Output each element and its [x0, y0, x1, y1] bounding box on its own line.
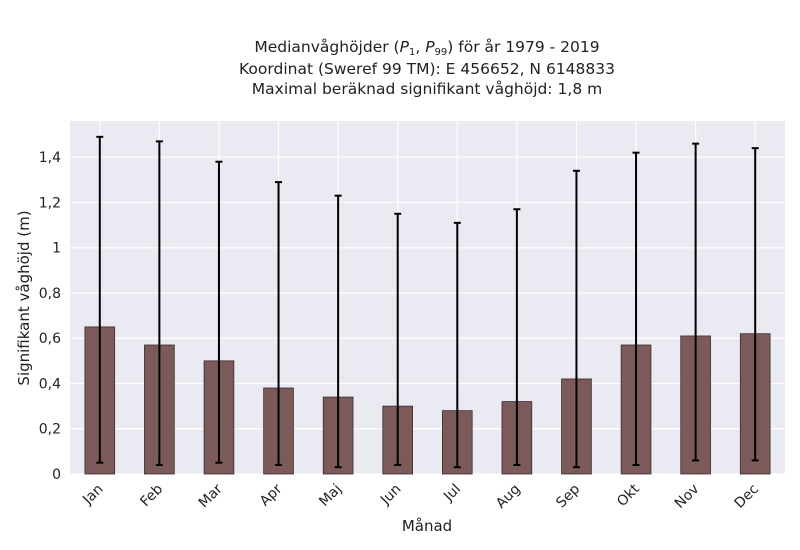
x-tick-label-okt: Okt — [614, 481, 643, 510]
chart-title: Medianvåghöjder (P1, P99) för år 1979 - … — [239, 38, 615, 98]
y-tick-label: 0,8 — [39, 286, 61, 302]
x-axis-label: Månad — [402, 517, 452, 535]
x-tick-label-feb: Feb — [137, 481, 166, 510]
y-tick-label: 0 — [52, 467, 61, 483]
y-tick-label: 1,2 — [39, 195, 61, 211]
error-bars — [96, 135, 759, 469]
y-tick-label: 1,4 — [39, 150, 61, 166]
x-tick-label-jan: Jan — [79, 481, 106, 508]
error-bar-dec — [751, 147, 759, 462]
x-tick-label-mar: Mar — [196, 481, 226, 511]
error-bar-feb — [155, 140, 163, 466]
x-tick-label-jun: Jun — [377, 481, 404, 508]
x-tick-label-jul: Jul — [440, 481, 464, 505]
y-axis-label: Signifikant våghöjd (m) — [15, 210, 33, 385]
error-bar-nov — [692, 142, 700, 462]
title-line-2: Koordinat (Sweref 99 TM): E 456652, N 61… — [239, 60, 615, 78]
error-bar-jul — [453, 221, 461, 469]
y-tick-label: 1 — [52, 241, 61, 257]
title-separator: , — [415, 38, 425, 56]
title-line-1: Medianvåghöjder (P1, P99) för år 1979 - … — [254, 38, 599, 58]
title-line-3: Maximal beräknad signifikant våghöjd: 1,… — [252, 80, 602, 98]
y-tick-label: 0,6 — [39, 331, 61, 347]
title-p1-symbol: P — [400, 38, 410, 56]
error-bar-jan — [96, 135, 104, 464]
title-p99-subscript: 99 — [435, 47, 448, 58]
x-tick-label-apr: Apr — [257, 481, 286, 510]
error-bar-mar — [215, 160, 223, 464]
error-bar-maj — [334, 194, 342, 469]
title-line-1-suffix: ) för år 1979 - 2019 — [447, 38, 599, 56]
error-bar-apr — [275, 181, 283, 466]
x-tick-label-nov: Nov — [672, 481, 703, 512]
x-tick-label-aug: Aug — [493, 481, 524, 512]
plot-area — [70, 121, 785, 474]
title-p1-subscript: 1 — [409, 47, 415, 58]
x-axis-ticks: Jan Feb Mar Apr Maj Jun Jul Aug Sep Okt Nov Dec — [79, 481, 762, 512]
title-line-1-prefix: Medianvåghöjder ( — [254, 38, 399, 56]
error-bar-jun — [394, 212, 402, 466]
y-tick-label: 0,4 — [39, 376, 61, 392]
y-axis-ticks: 0 0,2 0,4 0,6 0,8 1 1,2 1,4 — [39, 150, 61, 483]
x-tick-label-sep: Sep — [553, 481, 583, 511]
error-bar-okt — [632, 151, 640, 466]
error-bar-sep — [572, 169, 580, 469]
y-tick-label: 0,2 — [39, 422, 61, 438]
x-tick-label-dec: Dec — [732, 481, 762, 511]
x-tick-label-maj: Maj — [316, 481, 345, 510]
title-p99-symbol: P — [425, 38, 435, 56]
error-bar-aug — [513, 208, 521, 466]
